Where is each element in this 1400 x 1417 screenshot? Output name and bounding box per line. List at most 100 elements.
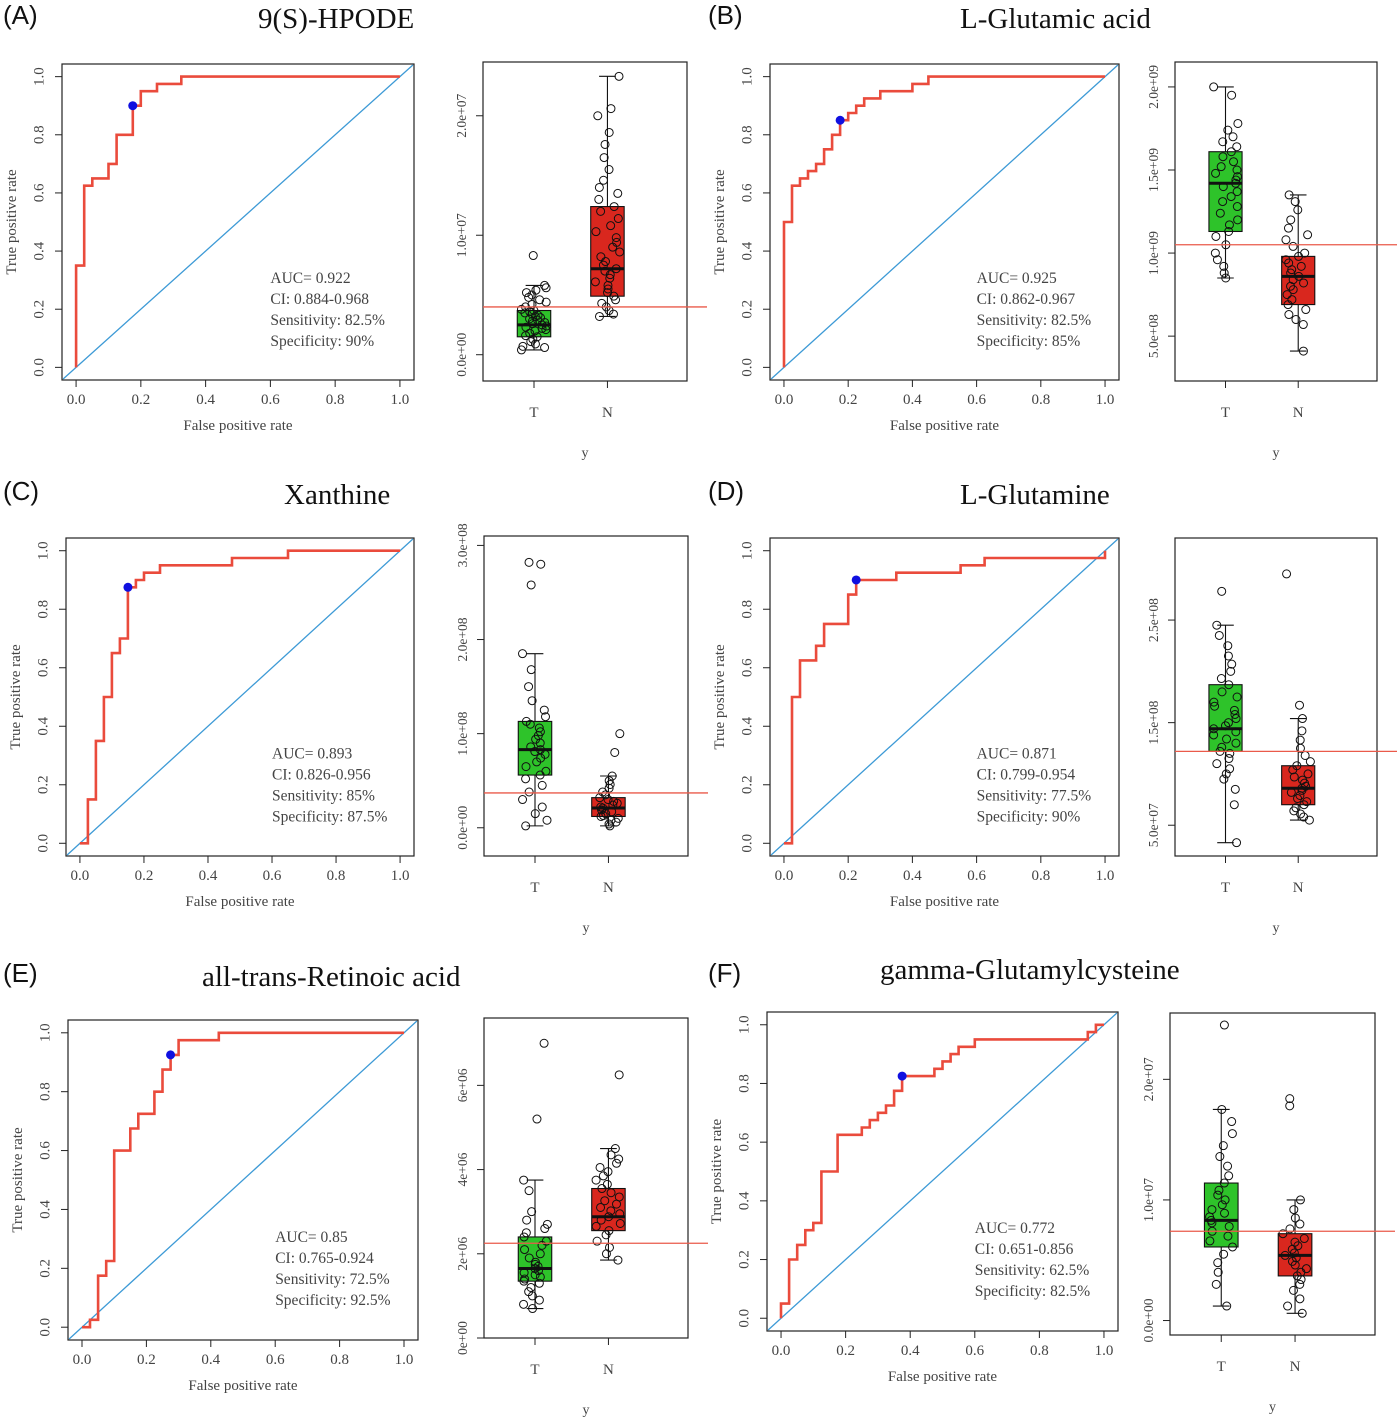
y-tick-label: 0.4 xyxy=(31,241,47,260)
x-axis-label: False positive rate xyxy=(188,1378,297,1394)
data-point xyxy=(1219,1249,1229,1259)
panel-c: (C) Xanthine0.00.00.20.20.40.40.60.60.80.… xyxy=(3,476,708,936)
data-point xyxy=(603,280,613,290)
data-point xyxy=(590,277,600,287)
data-point xyxy=(1226,147,1236,157)
reference-diagonal xyxy=(767,1012,1118,1331)
specificity-text: Specificity: 90% xyxy=(270,333,374,350)
box-plot: 5.0e+08 1.0e+09 1.5e+09 2.0e+09 T Ny xyxy=(1146,61,1397,461)
y-tick-label: 0.0e+00 xyxy=(1141,1298,1156,1342)
x-tick-label: 0.2 xyxy=(839,868,858,884)
roc-plot-frame xyxy=(61,63,415,381)
box-plot-frame xyxy=(483,1017,689,1339)
data-point xyxy=(1216,674,1226,684)
data-point xyxy=(521,774,531,784)
box-plot-frame xyxy=(482,61,688,382)
data-point xyxy=(1211,231,1221,241)
data-point xyxy=(521,821,531,831)
data-point xyxy=(1233,118,1243,128)
y-tick-label: 0.8 xyxy=(736,1074,752,1093)
cutoff-point xyxy=(835,115,845,125)
x-tick-label: 0.2 xyxy=(131,392,150,408)
data-point xyxy=(539,705,549,715)
data-point xyxy=(519,1268,529,1278)
panel-title: L-Glutamine xyxy=(960,479,1110,511)
data-point xyxy=(1283,223,1293,233)
data-point xyxy=(1218,152,1228,162)
x-axis-label: y xyxy=(1273,921,1280,936)
data-point xyxy=(526,337,536,347)
data-point xyxy=(1293,794,1303,804)
box-plot: 0e+00 2e+06 4e+06 6e+06 T Ny xyxy=(455,1017,708,1417)
roc-plot: 0.0 0.0 0.2 0.2 0.4 0.4 0.6 0.6 0.8 0.8 1.0 1.0 Fals… xyxy=(712,537,1120,910)
data-point xyxy=(541,283,551,293)
data-point xyxy=(526,665,536,675)
data-point xyxy=(1298,346,1308,356)
ci-text: CI: 0.884-0.968 xyxy=(270,291,369,308)
y-tick-label: 2.0e+08 xyxy=(455,617,470,661)
group-label: T xyxy=(529,405,538,421)
data-point xyxy=(605,273,615,283)
x-tick-label: 0.8 xyxy=(1031,392,1050,408)
ci-text: CI: 0.651-0.856 xyxy=(975,1241,1074,1258)
data-point xyxy=(607,807,617,817)
data-point xyxy=(1293,205,1303,215)
data-point xyxy=(521,716,531,726)
y-tick-label: 1.0 xyxy=(739,541,755,560)
data-point xyxy=(522,1215,532,1225)
panel-f: (F) gamma-Glutamylcysteine 0.0 0.0 0.2 0.2 0.4… xyxy=(708,954,1395,1415)
data-point xyxy=(1224,1221,1234,1231)
sensitivity-text: Sensitivity: 85% xyxy=(272,787,375,804)
group-label: T xyxy=(530,880,539,896)
data-point xyxy=(609,202,619,212)
y-tick-label: 0.4 xyxy=(739,716,755,735)
roc-curve xyxy=(779,1023,1104,1319)
group-label: T xyxy=(530,1362,539,1378)
box-plot: 0.0e+00 1.0e+07 2.0e+07 T Ny xyxy=(454,61,707,461)
x-tick-label: 0.0 xyxy=(775,868,794,884)
data-point xyxy=(1230,709,1240,719)
data-point xyxy=(540,343,550,353)
data-point xyxy=(1300,778,1310,788)
data-point xyxy=(1301,1264,1311,1274)
x-axis-label: False positive rate xyxy=(185,894,294,910)
data-point xyxy=(600,139,610,149)
reference-diagonal xyxy=(770,64,1119,380)
data-point xyxy=(1223,718,1233,728)
data-point xyxy=(519,1299,529,1309)
x-tick-label: 0.0 xyxy=(71,868,90,884)
sensitivity-text: Sensitivity: 82.5% xyxy=(977,312,1092,329)
y-tick-label: 0.6 xyxy=(35,658,51,677)
data-point xyxy=(521,762,531,772)
data-point xyxy=(1284,190,1294,200)
data-point xyxy=(605,779,615,789)
y-tick-label: 0.6 xyxy=(37,1141,53,1160)
data-point xyxy=(524,787,534,797)
data-point xyxy=(1297,1308,1307,1318)
roc-curve xyxy=(782,75,1105,368)
y-tick-label: 1.5e+09 xyxy=(1146,148,1161,192)
data-point xyxy=(1291,315,1301,325)
data-point xyxy=(536,313,546,323)
data-point xyxy=(530,1264,540,1274)
y-tick-label: 0.8 xyxy=(739,600,755,619)
data-point xyxy=(592,1236,602,1246)
data-point xyxy=(591,227,601,237)
data-point xyxy=(595,793,605,803)
data-point xyxy=(610,747,620,757)
group-label: N xyxy=(1293,880,1304,896)
data-point xyxy=(537,780,547,790)
x-tick-label: 1.0 xyxy=(395,1352,414,1368)
data-point xyxy=(1223,125,1233,135)
data-point xyxy=(1210,248,1220,258)
y-tick-label: 6e+06 xyxy=(455,1068,470,1102)
data-point xyxy=(530,1257,540,1267)
data-point xyxy=(1229,157,1239,167)
y-tick-label: 0.2 xyxy=(37,1259,53,1278)
ci-text: CI: 0.799-0.954 xyxy=(977,766,1076,783)
x-tick-label: 0.6 xyxy=(967,392,986,408)
group-label: N xyxy=(1290,1359,1301,1375)
cutoff-point xyxy=(123,582,133,592)
data-point xyxy=(603,288,613,298)
